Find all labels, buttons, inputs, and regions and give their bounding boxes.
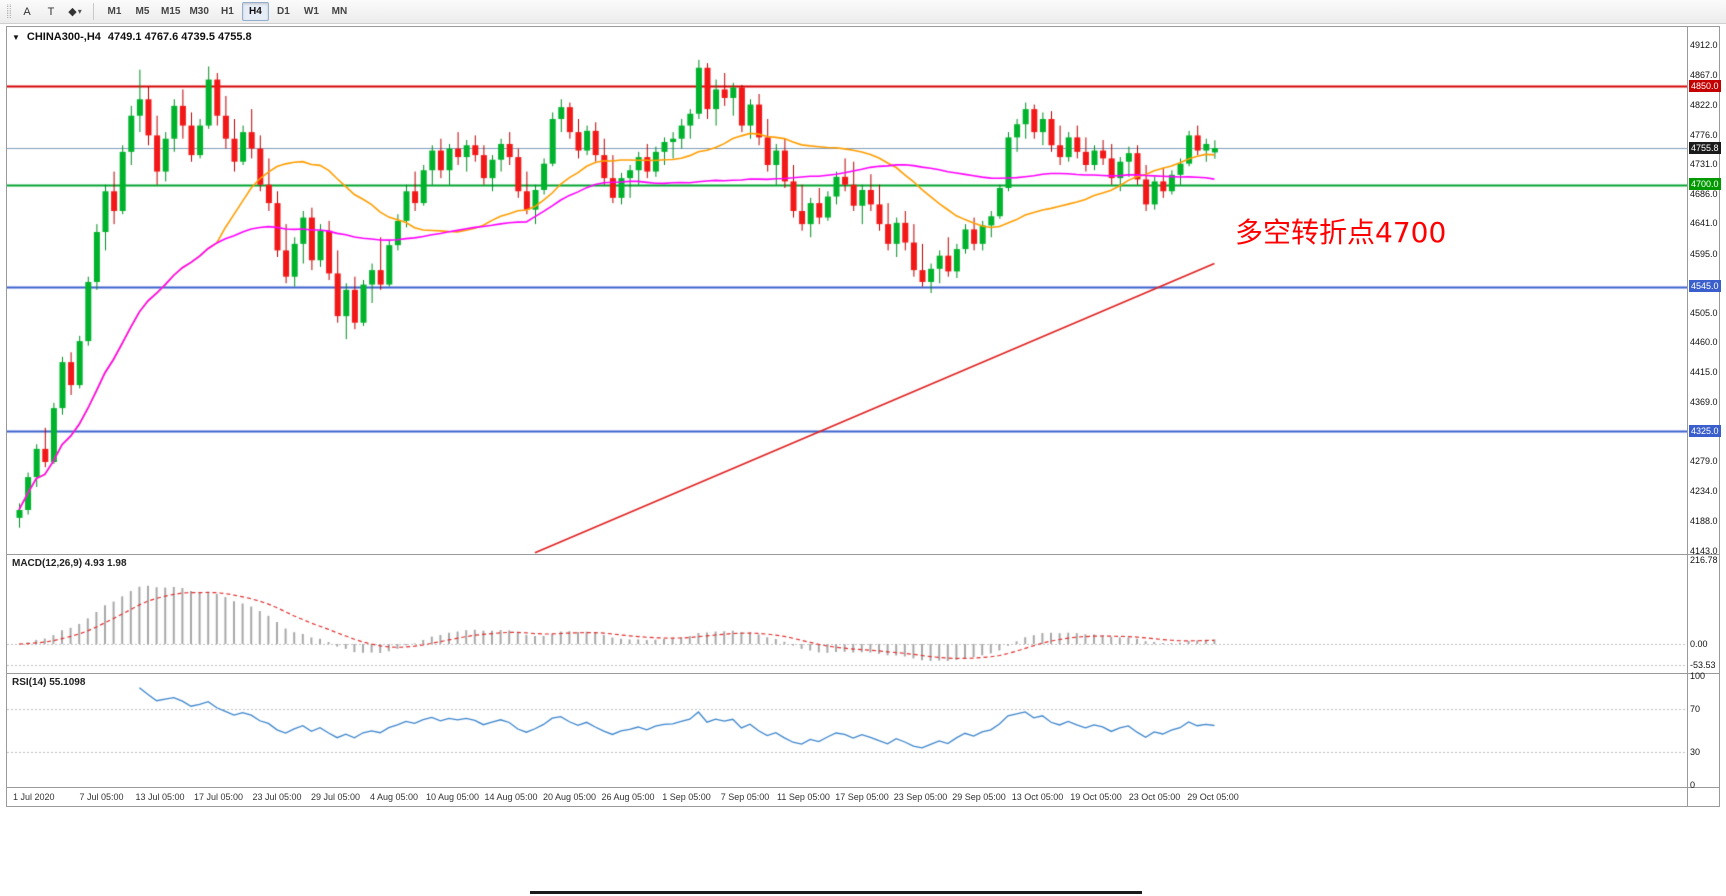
rsi-tick: 30 [1690, 747, 1701, 758]
price-badge: 4850.0 [1689, 79, 1721, 92]
macd-tick: -53.53 [1690, 659, 1716, 670]
timeframe-h4-button[interactable]: H4 [241, 2, 269, 21]
dropdown-arrow-icon: ▾ [77, 7, 82, 16]
chart-header: ▼ CHINA300-,H4 4749.1 4767.6 4739.5 4755… [12, 31, 252, 43]
time-tick: 23 Sep 05:00 [893, 792, 948, 802]
shapes-tool-button[interactable]: ◆ ▾ [68, 6, 82, 18]
macd-tick: 0.00 [1690, 638, 1708, 649]
timeframe-m30-button[interactable]: M30 [189, 6, 209, 17]
timeframe-m1-button[interactable]: M1 [107, 6, 122, 17]
price-tick: 4731.0 [1690, 159, 1718, 170]
panel-divider[interactable] [7, 673, 1719, 674]
time-tick: 19 Oct 05:00 [1070, 792, 1122, 802]
price-tick: 4641.0 [1690, 218, 1718, 229]
time-tick: 13 Oct 05:00 [1011, 792, 1064, 802]
rsi-axis[interactable]: 100 70 30 0 [1689, 671, 1720, 790]
annotation-a-tool-button[interactable]: A [23, 5, 31, 18]
time-tick: 13 Jul 05:00 [135, 792, 185, 802]
timeframe-group: M1 M5 M15 M30 H1 H4 D1 W1 MN [101, 2, 353, 21]
price-tick: 4912.0 [1690, 40, 1718, 51]
timeframe-h1-button[interactable]: H1 [221, 6, 234, 17]
time-tick: 23 Oct 05:00 [1128, 792, 1181, 802]
price-axis[interactable]: 4912.0 4867.0 4822.0 4776.0 4731.0 4686.0 4641… [1689, 27, 1721, 556]
panel-divider [7, 787, 1719, 788]
time-tick: 1 Jul 2020 [13, 792, 55, 802]
ohlc-readout: 4749.1 4767.6 4739.5 4755.8 [107, 31, 252, 43]
time-tick: 17 Jul 05:00 [193, 792, 244, 802]
macd-axis[interactable]: 216.78 0.00 -53.53 [1689, 555, 1720, 673]
timeframe-d1-button[interactable]: D1 [277, 6, 290, 17]
macd-panel-canvas[interactable] [7, 555, 1687, 673]
time-tick: 10 Aug 05:00 [425, 792, 480, 802]
price-tick: 4595.0 [1690, 248, 1718, 259]
timeframe-w1-button[interactable]: W1 [303, 6, 319, 17]
text-tool-button[interactable]: T [47, 5, 55, 18]
main-chart-canvas[interactable] [7, 27, 1687, 554]
time-tick: 7 Jul 05:00 [79, 792, 124, 802]
price-tick: 4686.0 [1690, 188, 1718, 199]
price-tick: 4188.0 [1690, 516, 1718, 527]
time-tick: 14 Aug 05:00 [484, 792, 538, 802]
toolbar-drag-handle[interactable]: ⁞⁞ ⁞⁞ [6, 2, 12, 20]
symbol-marker-icon: ▼ [12, 32, 20, 42]
timeframe-m15-button[interactable]: M15 [161, 6, 181, 17]
rsi-tick: 100 [1690, 671, 1706, 681]
macd-label: MACD(12,26,9) 4.93 1.98 [12, 558, 127, 569]
price-tick: 4415.0 [1690, 366, 1718, 377]
price-tick: 4234.0 [1690, 485, 1718, 496]
symbol-title: CHINA300-,H4 [26, 31, 101, 43]
price-tick: 4369.0 [1690, 397, 1718, 408]
price-tick: 4505.0 [1690, 307, 1718, 318]
toolbar: ⁞⁞ ⁞⁞ A T ◆ ▾ M1 M5 M15 M30 H1 H4 D1 W1 MN [0, 0, 1726, 24]
time-tick: 4 Aug 05:00 [369, 792, 419, 802]
time-tick: 7 Sep 05:00 [720, 792, 770, 802]
price-tick: 4822.0 [1690, 99, 1718, 110]
price-tick: 4279.0 [1690, 456, 1718, 467]
panel-divider[interactable] [7, 554, 1719, 555]
time-tick: 17 Sep 05:00 [835, 792, 889, 802]
price-badge: 4545.0 [1689, 280, 1721, 293]
time-tick: 1 Sep 05:00 [662, 792, 711, 802]
price-tick: 4867.0 [1690, 69, 1718, 80]
price-badge: 4325.0 [1689, 424, 1721, 437]
chart-text-annotation[interactable]: 多空转折点4700 [1235, 216, 1447, 249]
price-badge: 4755.8 [1689, 141, 1721, 154]
time-axis[interactable]: 1 Jul 2020 7 Jul 05:00 13 Jul 05:00 17 Jul … [7, 788, 1687, 807]
time-tick: 20 Aug 05:00 [542, 792, 597, 802]
time-tick: 11 Sep 05:00 [777, 792, 830, 802]
price-scale-border [1687, 27, 1688, 807]
macd-tick: 216.78 [1690, 555, 1718, 566]
time-tick: 26 Aug 05:00 [601, 792, 655, 802]
price-tick: 4460.0 [1690, 337, 1718, 348]
price-tick: 4776.0 [1690, 129, 1718, 140]
price-tick: 4143.0 [1690, 545, 1718, 556]
rsi-label: RSI(14) 55.1098 [12, 677, 86, 688]
bottom-edge-bar [530, 891, 1142, 894]
timeframe-m5-button[interactable]: M5 [135, 6, 150, 17]
time-tick: 29 Oct 05:00 [1187, 792, 1239, 802]
price-badge: 4700.0 [1689, 178, 1721, 191]
rsi-panel-canvas[interactable] [7, 674, 1687, 787]
rsi-tick: 0 [1690, 780, 1696, 790]
timeframe-mn-button[interactable]: MN [331, 6, 348, 17]
drawing-tool-group: A T ◆ ▾ [16, 2, 86, 21]
chart-frame: ▼ CHINA300-,H4 4749.1 4767.6 4739.5 4755… [6, 26, 1721, 807]
time-tick: 29 Sep 05:00 [952, 792, 1006, 802]
time-tick: 23 Jul 05:00 [252, 792, 302, 802]
toolbar-separator [93, 3, 94, 20]
time-tick: 29 Jul 05:00 [310, 792, 361, 802]
rsi-tick: 70 [1690, 703, 1701, 714]
